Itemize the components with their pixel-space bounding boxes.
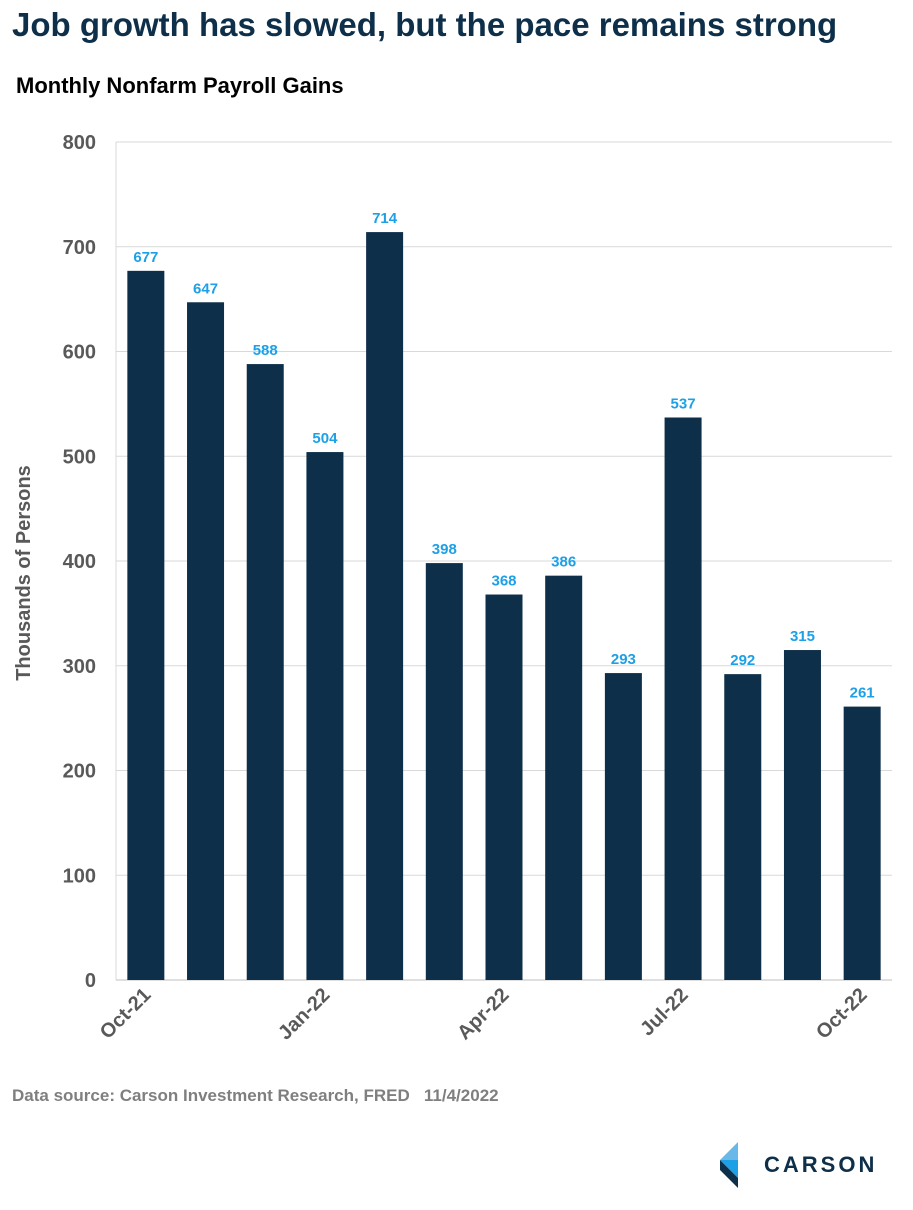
data-label: 292: [730, 652, 755, 669]
carson-chevron-icon: [720, 1142, 738, 1188]
y-tick-label: 400: [63, 551, 96, 573]
y-tick-label: 800: [63, 132, 96, 154]
y-tick-label: 200: [63, 761, 96, 783]
data-label: 714: [372, 210, 398, 227]
bar-dec-21: [246, 364, 284, 980]
data-source-note: Data source: Carson Investment Research,…: [12, 1086, 499, 1105]
bar-feb-22: [366, 232, 404, 980]
carson-logo: CARSON: [716, 1140, 891, 1190]
x-tick-label: Oct-22: [812, 984, 872, 1044]
bar-jan-22: [306, 452, 344, 980]
bar-jun-22: [604, 673, 642, 980]
y-tick-label: 500: [63, 446, 96, 468]
data-label: 368: [491, 573, 516, 590]
logo-text: CARSON: [764, 1152, 878, 1177]
data-label: 504: [312, 430, 338, 447]
x-tick-label: Jul-22: [636, 984, 692, 1040]
data-label: 588: [253, 342, 278, 359]
x-tick-label: Oct-21: [96, 984, 156, 1044]
bar-oct-22: [843, 706, 881, 980]
data-label: 261: [850, 685, 875, 702]
x-tick-label: Jan-22: [274, 984, 334, 1044]
bar-apr-22: [485, 594, 523, 980]
bar-oct-21: [127, 270, 165, 980]
data-label: 647: [193, 280, 218, 297]
y-tick-label: 600: [63, 342, 96, 364]
y-tick-label: 700: [63, 237, 96, 259]
data-label: 386: [551, 554, 576, 571]
chart-title: Monthly Nonfarm Payroll Gains: [16, 73, 344, 98]
data-label: 293: [611, 651, 636, 668]
y-tick-label: 0: [85, 970, 96, 992]
data-label: 398: [432, 541, 457, 558]
bar-aug-22: [724, 674, 762, 980]
data-label: 677: [133, 249, 158, 266]
bar-mar-22: [425, 563, 463, 980]
bar-sep-22: [783, 650, 821, 980]
bar-chart: 677647588504714398368386293537292315261 …: [13, 132, 892, 1044]
x-tick-label: Apr-22: [453, 984, 513, 1044]
y-axis-label: Thousands of Persons: [13, 465, 35, 681]
bar-nov-21: [187, 302, 225, 981]
data-label: 315: [790, 628, 815, 645]
y-tick-label: 300: [63, 656, 96, 678]
bar-jul-22: [664, 417, 702, 980]
data-label: 537: [671, 395, 696, 412]
headline: Job growth has slowed, but the pace rema…: [12, 6, 838, 43]
bar-may-22: [545, 575, 583, 980]
y-tick-label: 100: [63, 865, 96, 887]
